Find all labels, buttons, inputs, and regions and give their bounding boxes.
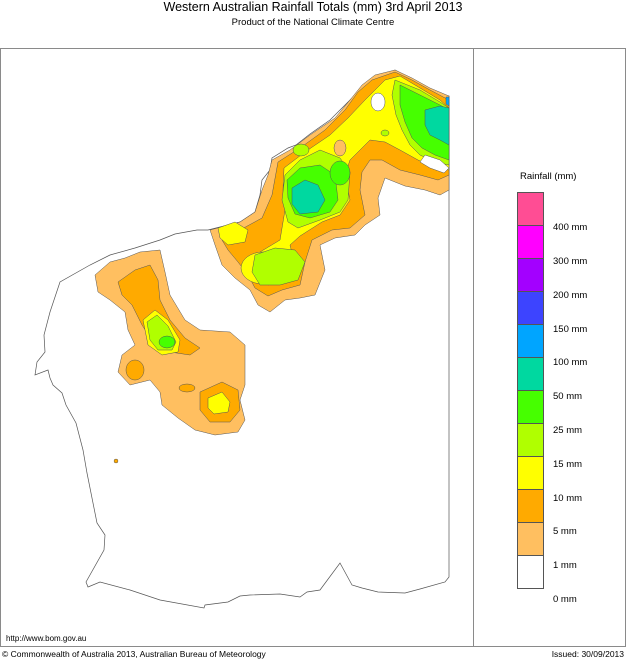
legend-swatch [517,192,544,225]
legend-swatch [517,555,544,589]
legend-label: 15 mm [553,459,583,470]
legend-divider [473,48,474,646]
rainfall-map [34,69,450,609]
legend-label: 400 mm [553,222,588,233]
legend-swatch [517,258,544,291]
legend-swatch [517,489,544,522]
legend-label: 5 mm [553,526,577,537]
legend-color-bar [517,192,544,589]
map-subtitle: Product of the National Climate Centre [231,17,395,28]
legend-swatch [517,291,544,324]
copyright-notice: © Commonwealth of Australia 2013, Austra… [2,649,266,659]
legend-label: 150 mm [553,324,588,335]
legend-swatch [517,456,544,489]
legend-swatch [517,357,544,390]
kimberley-rainfall [209,69,450,313]
legend-swatch [517,324,544,357]
pilbara-rainfall [94,249,246,464]
bom-url-link[interactable]: http://www.bom.gov.au [6,634,87,643]
map-title: Western Australian Rainfall Totals (mm) … [163,0,463,14]
legend-label: 1 mm [553,560,577,571]
legend-label: 200 mm [553,290,588,301]
legend-swatch [517,423,544,456]
legend-swatch [517,522,544,555]
legend-label: 100 mm [553,357,588,368]
legend-label: 50 mm [553,391,583,402]
legend-title: Rainfall (mm) [520,171,577,182]
issued-date: Issued: 30/09/2013 [551,649,624,659]
legend-label: 300 mm [553,256,588,267]
legend-label: 0 mm [553,594,577,605]
legend-swatch [517,390,544,423]
legend-label: 25 mm [553,425,583,436]
legend-swatch [517,225,544,258]
legend-label: 10 mm [553,493,583,504]
